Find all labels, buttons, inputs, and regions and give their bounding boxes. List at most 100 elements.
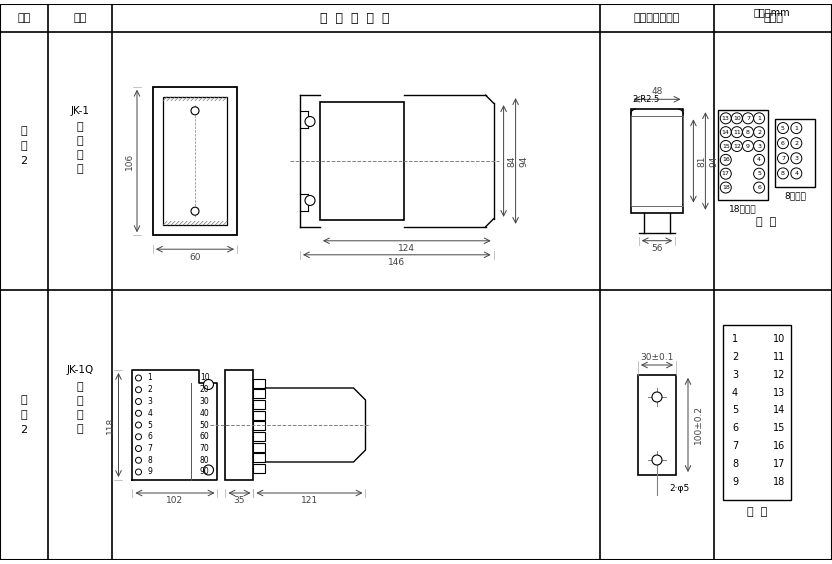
Circle shape	[754, 113, 765, 124]
Text: 80: 80	[200, 456, 210, 465]
Text: 线: 线	[77, 424, 83, 434]
Circle shape	[731, 140, 742, 152]
Circle shape	[721, 140, 731, 152]
Text: 17: 17	[722, 171, 730, 176]
Text: 7: 7	[781, 156, 785, 161]
Text: 8: 8	[781, 171, 785, 176]
Text: 2-R2.5: 2-R2.5	[632, 95, 660, 104]
Text: 70: 70	[200, 444, 210, 453]
Bar	[254, 421, 265, 430]
Text: 100±0.2: 100±0.2	[694, 406, 702, 444]
Text: 图号: 图号	[17, 13, 31, 23]
Text: 8: 8	[746, 130, 750, 135]
Circle shape	[777, 168, 789, 179]
Text: 外  形  尺  寸  图: 外 形 尺 寸 图	[320, 11, 389, 24]
Text: 3: 3	[147, 397, 152, 406]
Text: 56: 56	[651, 244, 663, 253]
Circle shape	[791, 122, 802, 134]
Circle shape	[204, 380, 214, 390]
Bar	[153, 87, 237, 235]
Text: 端子图: 端子图	[763, 13, 783, 23]
Text: 15: 15	[722, 143, 730, 148]
Bar	[254, 453, 265, 462]
Text: 90: 90	[200, 468, 210, 477]
Text: 12: 12	[773, 370, 785, 380]
Circle shape	[754, 182, 765, 193]
Text: 5: 5	[732, 406, 738, 416]
Text: 附: 附	[21, 126, 27, 136]
Text: 4: 4	[147, 409, 152, 418]
Circle shape	[136, 446, 141, 452]
Circle shape	[136, 469, 141, 475]
Circle shape	[136, 422, 141, 428]
Text: JK-1Q: JK-1Q	[67, 365, 94, 375]
Text: 94: 94	[709, 155, 718, 167]
Circle shape	[777, 153, 789, 164]
Text: 40: 40	[200, 409, 210, 418]
Circle shape	[721, 127, 731, 138]
Circle shape	[731, 113, 742, 124]
Text: 48: 48	[651, 87, 662, 96]
Text: 结构: 结构	[73, 13, 87, 23]
Text: 图: 图	[21, 410, 27, 420]
Bar	[631, 116, 683, 205]
Text: 7: 7	[746, 116, 750, 121]
Text: 102: 102	[166, 496, 184, 505]
Text: 单位：mm: 单位：mm	[753, 7, 790, 17]
Text: 20: 20	[200, 385, 210, 394]
Bar	[254, 389, 265, 398]
Circle shape	[791, 153, 802, 164]
Text: 3: 3	[732, 370, 738, 380]
Text: 18点端子: 18点端子	[729, 205, 757, 214]
Text: 7: 7	[732, 441, 738, 451]
Circle shape	[191, 107, 199, 115]
Text: 50: 50	[200, 421, 210, 430]
Text: 5: 5	[147, 421, 152, 430]
Text: 13: 13	[773, 387, 785, 398]
Circle shape	[777, 122, 789, 134]
Circle shape	[136, 399, 141, 404]
Text: 14: 14	[773, 406, 785, 416]
Bar	[631, 109, 683, 213]
Text: 2·φ5: 2·φ5	[669, 484, 689, 494]
Circle shape	[191, 207, 199, 215]
Text: 18: 18	[722, 185, 730, 190]
Text: 18: 18	[773, 477, 785, 487]
Bar	[254, 411, 265, 420]
Bar	[254, 432, 265, 441]
Circle shape	[652, 392, 662, 402]
Circle shape	[754, 127, 765, 138]
Text: 146: 146	[389, 258, 405, 267]
Text: 5: 5	[757, 171, 761, 176]
Text: 14: 14	[722, 130, 730, 135]
Text: 9: 9	[732, 477, 738, 487]
Text: 10: 10	[773, 334, 785, 344]
Text: 前: 前	[77, 396, 83, 406]
Text: 9: 9	[147, 468, 152, 477]
Text: 17: 17	[773, 459, 785, 469]
Circle shape	[721, 182, 731, 193]
Text: 后: 后	[77, 136, 83, 146]
Text: 接: 接	[77, 410, 83, 420]
Text: 线: 线	[77, 164, 83, 174]
Text: 13: 13	[722, 116, 730, 121]
Circle shape	[742, 140, 754, 152]
Text: 3: 3	[757, 143, 761, 148]
Text: 6: 6	[147, 432, 152, 441]
Circle shape	[136, 434, 141, 440]
Text: 1: 1	[795, 126, 798, 131]
Bar	[723, 325, 791, 500]
Circle shape	[754, 140, 765, 152]
Text: 背  视: 背 视	[756, 217, 776, 227]
Circle shape	[721, 155, 731, 165]
Text: 10: 10	[733, 116, 740, 121]
Text: 2: 2	[147, 385, 152, 394]
Text: 11: 11	[733, 130, 740, 135]
Bar	[320, 102, 404, 220]
Text: 30±0.1: 30±0.1	[641, 352, 674, 362]
Text: JK-1: JK-1	[71, 106, 90, 116]
Bar	[225, 370, 254, 480]
Text: 安装开孔尺寸图: 安装开孔尺寸图	[634, 13, 681, 23]
Bar	[718, 110, 768, 200]
Text: 3: 3	[795, 156, 799, 161]
